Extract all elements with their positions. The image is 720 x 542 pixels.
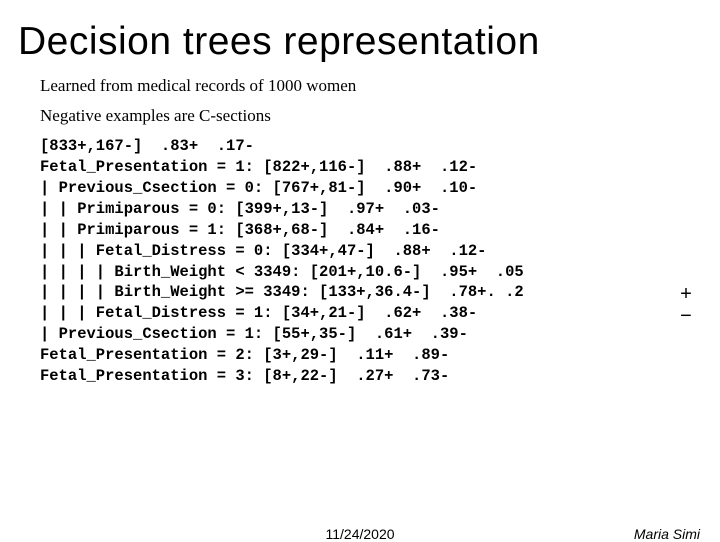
minus-symbol: −	[680, 307, 692, 329]
slide-title: Decision trees representation	[0, 0, 720, 72]
subtitle-1: Learned from medical records of 1000 wom…	[40, 76, 680, 96]
subtitle-2: Negative examples are C-sections	[40, 106, 680, 126]
subtitle-block: Learned from medical records of 1000 wom…	[0, 76, 720, 126]
sidebar-annotation: + −	[680, 285, 692, 329]
decision-tree-text: [833+,167-] .83+ .17- Fetal_Presentation…	[0, 136, 720, 387]
plus-symbol: +	[680, 285, 692, 307]
